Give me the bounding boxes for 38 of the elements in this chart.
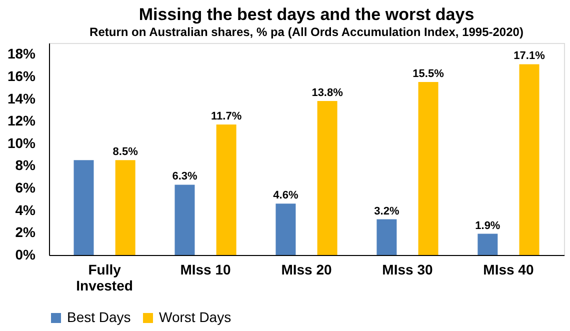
x-tick-label: MIss 30 <box>382 262 433 278</box>
bar <box>376 219 397 255</box>
data-label: 8.5% <box>112 146 138 158</box>
y-tick-label: 2% <box>15 224 36 240</box>
legend-label: Best Days <box>67 309 131 325</box>
y-tick-label: 8% <box>15 157 36 174</box>
data-label: 6.3% <box>172 170 198 183</box>
data-label: 17.1% <box>514 50 546 62</box>
bar <box>115 160 136 255</box>
bar <box>519 64 540 255</box>
bar <box>276 204 296 255</box>
bar <box>418 82 438 255</box>
y-tick-label: 10% <box>7 134 36 151</box>
y-tick-label: 4% <box>15 202 36 218</box>
data-label: 3.2% <box>374 205 400 218</box>
bar <box>317 101 338 255</box>
x-tick-label: MIss 40 <box>483 262 534 278</box>
y-tick-label: 12% <box>7 112 36 129</box>
y-tick-label: 6% <box>15 180 36 196</box>
legend-label: Worst Days <box>159 309 232 325</box>
bar <box>216 124 236 255</box>
x-tick-label: MIss 10 <box>180 262 232 278</box>
data-label: 11.7% <box>211 110 242 122</box>
y-tick-label: 18% <box>7 46 36 62</box>
bar <box>174 184 195 255</box>
chart-subtitle: Return on Australian shares, % pa (All Ords Accumulation Index, 1995-2020) <box>90 25 524 39</box>
y-tick-label: 0% <box>15 246 36 262</box>
data-label: 1.9% <box>475 220 500 232</box>
bar <box>478 234 498 255</box>
data-label: 13.8% <box>312 87 344 100</box>
x-tick-label: MIss 20 <box>281 262 332 278</box>
y-tick-label: 16% <box>7 68 36 84</box>
data-label: 4.6% <box>273 190 298 202</box>
y-tick-label: 14% <box>7 90 36 106</box>
x-tick-label: Fully Invested <box>76 262 133 294</box>
data-label: 15.5% <box>412 68 444 80</box>
chart-title: Missing the best days and the worst days <box>138 5 474 24</box>
bar <box>74 160 94 255</box>
